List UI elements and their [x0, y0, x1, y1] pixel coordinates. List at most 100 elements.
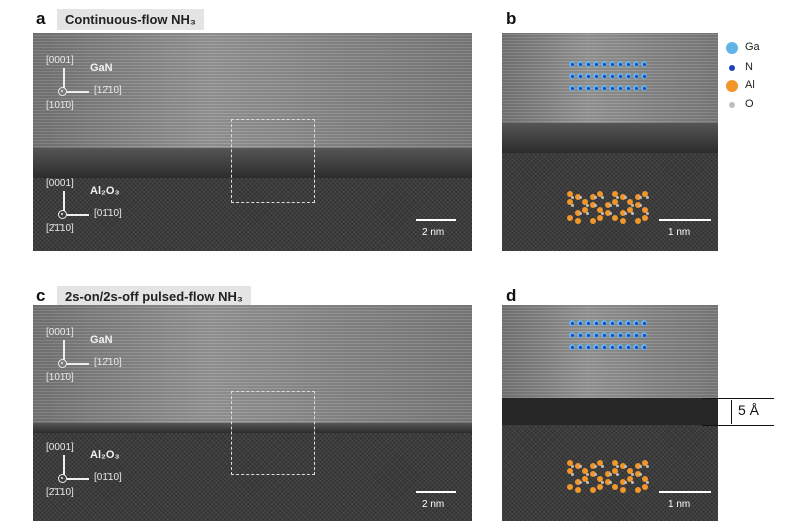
c-gan-out-direction: [101̄0] [46, 372, 74, 383]
n-atom [571, 346, 574, 349]
a-al-up-direction: [0001] [46, 178, 74, 189]
a-al-out-direction: [2̄1̄10] [46, 223, 74, 234]
n-atom [643, 334, 646, 337]
al-atom [567, 199, 573, 205]
al-atom [574, 210, 581, 216]
o-atom [638, 473, 642, 476]
n-atom [571, 75, 574, 78]
a-gan-up-direction: [0001] [46, 55, 74, 66]
thickness-bottom-line [702, 425, 774, 426]
a-al-up-arrow-icon [63, 191, 65, 211]
al-atom [634, 463, 641, 469]
n-atom [595, 87, 598, 90]
al-atom [642, 476, 648, 482]
o-atom [631, 481, 634, 484]
o-atom [616, 473, 619, 476]
al-atom [612, 215, 618, 221]
o-atom [638, 196, 642, 199]
o-atom [623, 196, 627, 199]
o-atom [593, 473, 597, 476]
o-atom [646, 481, 649, 484]
al-atom [604, 210, 611, 216]
o-atom [608, 204, 612, 207]
n-atom [619, 346, 622, 349]
n-atom [643, 322, 646, 325]
o-atom [601, 196, 604, 199]
c-al-right-direction: [01̄10] [94, 472, 122, 483]
al-atom [589, 194, 596, 200]
c-gan-right-arrow-icon [67, 363, 89, 365]
al-atom [582, 476, 588, 482]
n-atom [571, 63, 574, 66]
o-atom [586, 481, 589, 484]
o-atom [571, 204, 574, 207]
al-atom [627, 468, 633, 474]
n-atom [611, 334, 614, 337]
panel-c-image [33, 305, 472, 521]
al-atom [582, 199, 588, 205]
a-gan-out-direction: [101̄0] [46, 100, 74, 111]
al-atom [634, 194, 641, 200]
o-atom [586, 212, 589, 215]
n-atom [603, 87, 606, 90]
a-scale-bar [416, 219, 456, 221]
al-atom [627, 199, 633, 205]
o-atom [608, 212, 612, 215]
n-atom [579, 63, 582, 66]
o-atom [616, 204, 619, 207]
a-al-right-direction: [01̄10] [94, 208, 122, 219]
al-atom [612, 460, 618, 466]
o-atom [616, 465, 619, 468]
n-atom [635, 322, 638, 325]
legend-o-swatch [729, 102, 735, 108]
a-scale-label: 2 nm [422, 227, 445, 238]
al-atom [627, 476, 633, 482]
panel-b-label: b [506, 9, 517, 28]
al-atom [589, 487, 596, 493]
al-atom [642, 215, 648, 221]
panel-a-title: Continuous-flow NH₃ [57, 9, 204, 30]
a-gan-right-arrow-icon [67, 91, 89, 93]
al-atom [567, 460, 573, 466]
al-atom [634, 487, 641, 493]
legend-n-label: N [745, 61, 753, 73]
al-atom [604, 202, 611, 208]
c-al-out-of-plane-icon [58, 474, 67, 483]
n-atom [595, 63, 598, 66]
o-atom [631, 204, 634, 207]
n-atom [635, 87, 638, 90]
n-atom [635, 346, 638, 349]
n-atom [587, 346, 590, 349]
al-atom [574, 194, 581, 200]
n-atom [595, 75, 598, 78]
n-atom [595, 334, 598, 337]
o-atom [623, 465, 627, 468]
al-atom [567, 484, 573, 490]
o-atom [601, 481, 604, 484]
legend-ga-label: Ga [745, 41, 760, 53]
legend-o-label: O [745, 98, 754, 110]
al-atom [574, 487, 581, 493]
o-atom [616, 196, 619, 199]
legend-al-label: Al [745, 79, 755, 91]
o-atom [571, 473, 574, 476]
al-atom [619, 210, 626, 216]
n-atom [611, 346, 614, 349]
panel-d-label: d [506, 286, 517, 305]
thickness-top-line [702, 398, 774, 399]
n-atom [595, 346, 598, 349]
panel-c-label: c [36, 286, 46, 305]
al-atom [612, 484, 618, 490]
a-al-right-arrow-icon [67, 214, 89, 216]
o-atom [623, 212, 627, 215]
al-atom [634, 218, 641, 224]
n-atom [643, 87, 646, 90]
n-atom [603, 322, 606, 325]
al-atom [589, 463, 596, 469]
panel-a-label: a [36, 9, 46, 28]
b-scale-bar [659, 219, 711, 221]
n-atom [635, 75, 638, 78]
n-atom [619, 322, 622, 325]
al-atom [642, 207, 648, 213]
n-atom [587, 334, 590, 337]
